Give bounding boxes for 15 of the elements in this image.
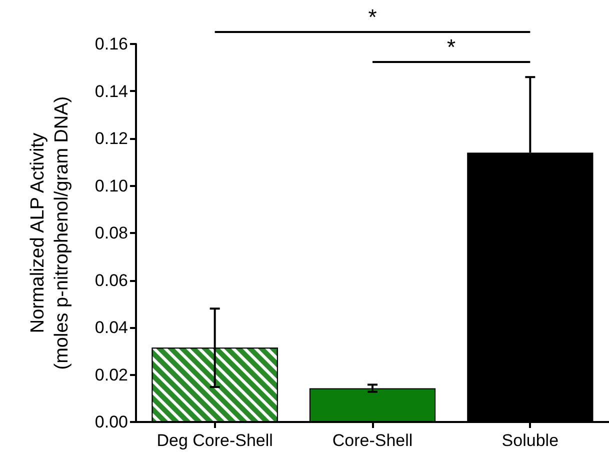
y-tick-label: 0.12 (94, 129, 128, 148)
y-tick-label: 0.08 (94, 224, 128, 242)
x-tick-label: Core-Shell (332, 431, 413, 450)
annotation: * (447, 34, 456, 60)
text: * (368, 4, 378, 30)
x-tick-label: Soluble (502, 431, 559, 450)
y-tick-label: 0.16 (94, 34, 128, 54)
y-tick-label: 0.00 (94, 412, 128, 432)
y-tick-label: 0.14 (94, 82, 128, 101)
y-tick-label: 0.02 (94, 365, 128, 384)
y-tick-label: 0.04 (94, 318, 128, 337)
y-tick-label: 0.10 (94, 176, 128, 196)
y-tick-label: 0.06 (94, 270, 128, 290)
x-tick-label: Deg Core-Shell (156, 431, 273, 450)
y-axis-title: Normalized ALP Activity (moles p-nitrophenol/gram DNA) (28, 96, 72, 370)
